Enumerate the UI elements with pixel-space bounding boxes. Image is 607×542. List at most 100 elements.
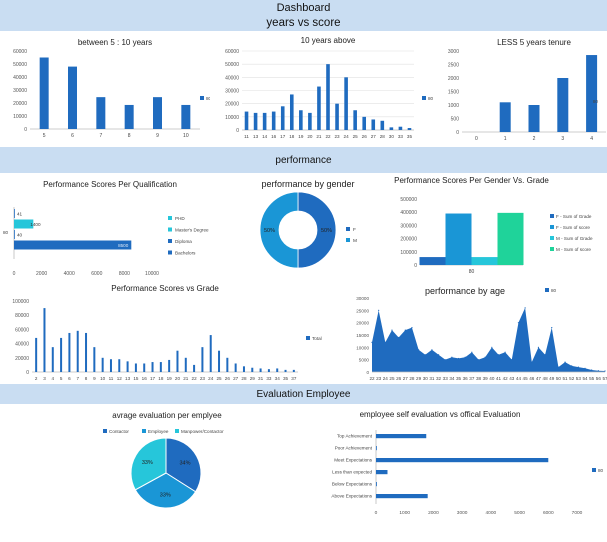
- chart-title: performance by age: [425, 286, 505, 296]
- bar: [471, 257, 498, 265]
- x-tick-label: 5000: [514, 510, 525, 516]
- x-tick-label: 8: [85, 376, 88, 381]
- bar: [376, 446, 377, 451]
- x-tick-label: 26: [396, 376, 402, 381]
- x-tick-label: 23: [376, 376, 382, 381]
- bar: [376, 470, 388, 475]
- x-tick-label: 1: [504, 136, 507, 142]
- x-tick-label: 24: [208, 376, 214, 381]
- data-point: [444, 359, 446, 361]
- legend-swatch: [422, 96, 426, 100]
- chart-title: employee self evaluation vs offical Eval…: [360, 410, 521, 419]
- data-point: [471, 351, 473, 353]
- data-point: [604, 370, 606, 372]
- x-tick-label: 7000: [572, 510, 583, 516]
- data-point: [544, 354, 546, 356]
- x-tick-label: 4: [590, 136, 593, 142]
- data-label: 33%: [160, 493, 171, 499]
- y-tick-label: 500: [451, 117, 460, 123]
- bar: [96, 97, 106, 129]
- data-label: 50%: [264, 228, 275, 234]
- x-tick-label: 20: [307, 134, 313, 139]
- x-tick-label: 8: [128, 133, 131, 139]
- legend-label: F - Sum of Grade: [556, 214, 592, 219]
- x-tick-label: 18: [158, 376, 164, 381]
- bar: [353, 110, 357, 130]
- bar: [143, 363, 146, 372]
- y-tick-label: 20000: [15, 356, 29, 362]
- x-tick-label: 5: [43, 133, 46, 139]
- bar: [280, 106, 285, 130]
- bar: [181, 104, 191, 129]
- chart-performance-by-gender: performance by gender 50% 50% FM: [259, 179, 357, 269]
- bar: [159, 362, 162, 372]
- y-tick-label: 40000: [225, 75, 239, 81]
- chart-between-5-10-years: between 5 : 10 years 0 10000 20000 30000 4000…: [13, 38, 210, 139]
- chart-title: 10 years above: [301, 36, 356, 45]
- x-tick-label: 5: [60, 376, 63, 381]
- y-tick-label: 3000: [448, 49, 459, 55]
- y-tick-label: 20000: [356, 321, 369, 326]
- bar: [380, 120, 385, 130]
- bar: [586, 55, 598, 132]
- pie-slice: [259, 191, 299, 269]
- bar: [14, 209, 15, 218]
- x-tick-label: 26: [225, 376, 231, 381]
- y-tick-label: Poor Achievement: [335, 446, 373, 451]
- x-tick-label: 8000: [119, 271, 130, 277]
- legend-label: 80: [206, 96, 210, 101]
- chart-title: Performance Scores Per Gender Vs. Grade: [394, 176, 549, 185]
- legend-swatch: [103, 429, 107, 433]
- bar: [226, 357, 229, 372]
- x-tick-label: 15: [133, 376, 139, 381]
- x-tick-label: 80: [469, 269, 475, 275]
- performance-section-title: performance: [275, 154, 332, 166]
- x-tick-label: 12: [117, 376, 123, 381]
- legend-swatch: [168, 250, 172, 255]
- x-tick-label: 29: [250, 376, 256, 381]
- x-tick-label: 33: [266, 376, 272, 381]
- y-tick-label: 30000: [13, 88, 27, 94]
- bar: [60, 337, 63, 372]
- x-tick-label: 46: [529, 376, 535, 381]
- bar: [134, 363, 137, 372]
- x-tick-label: 51: [562, 376, 568, 381]
- x-tick-label: 31: [429, 376, 435, 381]
- x-tick-label: 31: [258, 376, 264, 381]
- y-tick-label: 200000: [400, 237, 417, 243]
- y-tick-label: 40000: [13, 75, 27, 81]
- legend-label: M - Sum of score: [556, 247, 591, 252]
- bar: [14, 219, 34, 229]
- data-point: [437, 354, 440, 356]
- data-point: [564, 361, 566, 363]
- chart-scores-per-qualification: Performance Scores Per Qualification 0 200…: [3, 180, 209, 277]
- chart-title: performance by gender: [261, 179, 354, 189]
- data-point: [524, 307, 526, 309]
- x-tick-label: 24: [344, 134, 350, 139]
- y-tick-label: 5000: [359, 358, 370, 363]
- x-tick-label: 9: [93, 376, 96, 381]
- data-label: 8500: [118, 243, 129, 248]
- bar: [151, 362, 154, 372]
- y-tick-label: 300000: [400, 223, 417, 229]
- data-point: [497, 354, 500, 356]
- x-tick-label: 0: [13, 271, 16, 277]
- x-tick-label: 22: [369, 376, 375, 381]
- x-tick-label: 35: [283, 376, 289, 381]
- x-tick-label: 36: [463, 376, 469, 381]
- y-tick-label: 60000: [225, 49, 239, 55]
- y-tick-label: 30000: [225, 89, 239, 95]
- data-point: [557, 366, 559, 368]
- y-tick-label: 25000: [356, 308, 369, 313]
- bar: [497, 212, 524, 265]
- bar: [244, 111, 249, 130]
- legend-swatch: [346, 227, 350, 231]
- x-tick-label: 10: [100, 376, 106, 381]
- x-tick-label: 28: [409, 376, 415, 381]
- x-tick-label: 0: [375, 510, 378, 516]
- data-label: 50%: [321, 228, 332, 234]
- evaluation-section-title: Evaluation Employee: [256, 388, 351, 400]
- y-tick-label: 2500: [448, 63, 459, 69]
- y-tick-label: Below Expectations: [332, 482, 373, 487]
- legend-swatch: [550, 225, 554, 229]
